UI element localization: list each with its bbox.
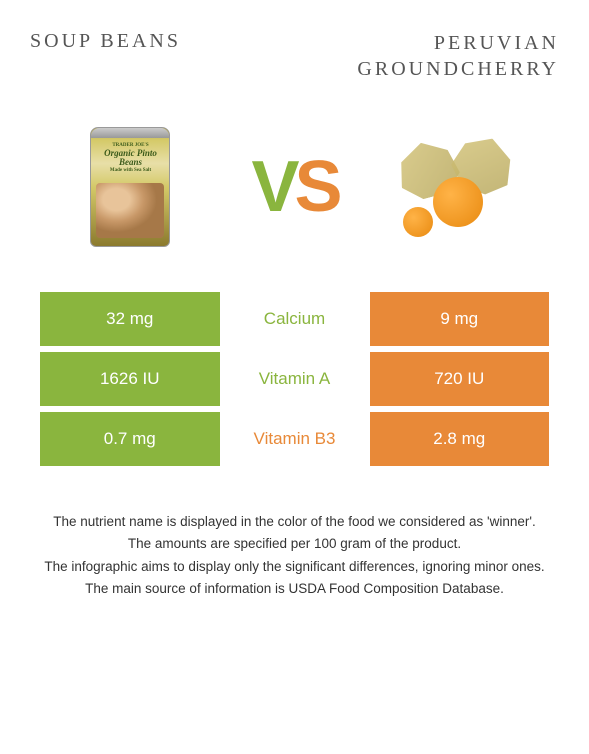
vs-s: S	[294, 147, 337, 227]
value-right: 9 mg	[370, 292, 550, 346]
value-left: 32 mg	[40, 292, 220, 346]
can-sub: Made with Sea Salt	[96, 168, 164, 174]
nutrient-name: Vitamin A	[220, 352, 370, 406]
vs-v: V	[251, 147, 294, 227]
footer-line: The infographic aims to display only the…	[30, 557, 559, 577]
nutrient-row: 32 mgCalcium9 mg	[40, 292, 549, 346]
vs-label: VS	[251, 146, 337, 228]
title-left: SOUP BEANS	[30, 30, 181, 82]
can-icon: TRADER JOE'S Organic Pinto Beans Made wi…	[90, 127, 170, 247]
nutrient-name: Vitamin B3	[220, 412, 370, 466]
groundcherry-icon	[398, 137, 518, 237]
cherry-icon	[433, 177, 483, 227]
can-label: TRADER JOE'S Organic Pinto Beans Made wi…	[96, 143, 164, 174]
footer-line: The nutrient name is displayed in the co…	[30, 512, 559, 532]
nutrient-table: 32 mgCalcium9 mg 1626 IUVitamin A720 IU 0.…	[0, 292, 589, 466]
value-right: 2.8 mg	[370, 412, 550, 466]
nutrient-row: 1626 IUVitamin A720 IU	[40, 352, 549, 406]
header: SOUP BEANS PERUVIAN GROUNDCHERRY	[0, 0, 589, 92]
can-beans-visual	[96, 183, 164, 238]
footer-line: The amounts are specified per 100 gram o…	[30, 534, 559, 554]
footer-notes: The nutrient name is displayed in the co…	[0, 472, 589, 599]
product-image-right	[398, 122, 518, 252]
nutrient-row: 0.7 mgVitamin B32.8 mg	[40, 412, 549, 466]
title-right: PERUVIAN GROUNDCHERRY	[357, 30, 559, 82]
product-image-left: TRADER JOE'S Organic Pinto Beans Made wi…	[70, 122, 190, 252]
cherry-icon	[403, 207, 433, 237]
images-row: TRADER JOE'S Organic Pinto Beans Made wi…	[0, 92, 589, 292]
title-right-line1: PERUVIAN	[434, 32, 559, 54]
value-left: 1626 IU	[40, 352, 220, 406]
can-name: Organic Pinto Beans	[96, 149, 164, 169]
footer-line: The main source of information is USDA F…	[30, 579, 559, 599]
value-left: 0.7 mg	[40, 412, 220, 466]
title-right-line2: GROUNDCHERRY	[357, 58, 559, 80]
nutrient-name: Calcium	[220, 292, 370, 346]
value-right: 720 IU	[370, 352, 550, 406]
